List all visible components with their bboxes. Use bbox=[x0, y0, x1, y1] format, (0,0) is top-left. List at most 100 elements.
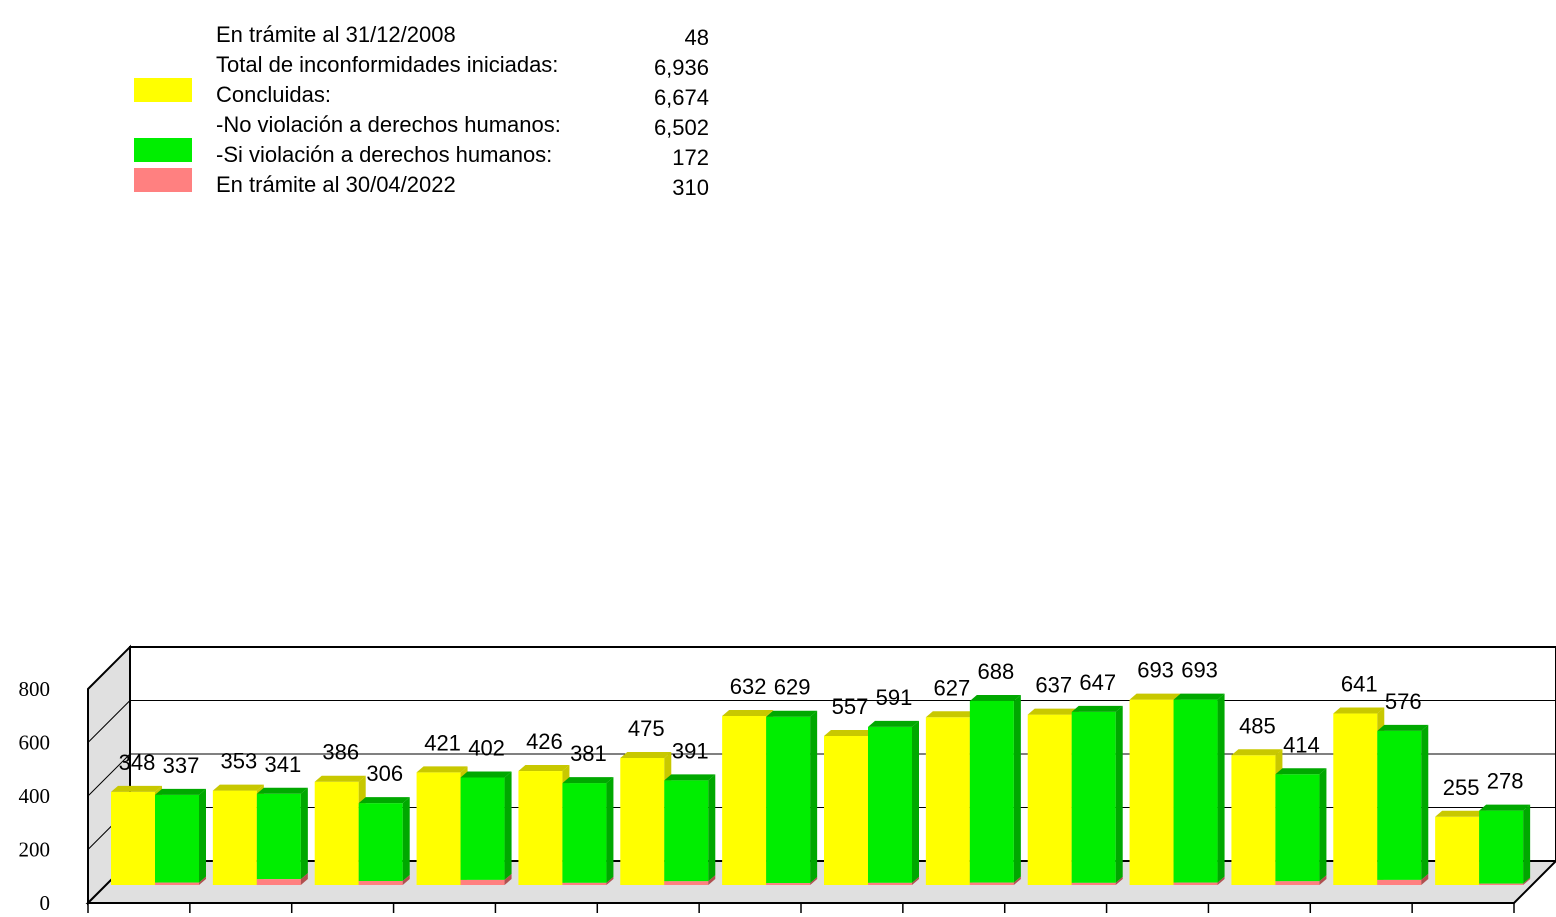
data-labels: 348 337 353 341 386 306 421 402 426 381 475 391 632 6… bbox=[119, 658, 1524, 800]
bar-si-violacion bbox=[1275, 881, 1320, 885]
bar-si-violacion-side bbox=[300, 873, 308, 885]
bar-no-violacion-side bbox=[300, 787, 308, 880]
bars bbox=[111, 693, 1531, 885]
bar-no-violacion-top bbox=[562, 777, 614, 784]
bar-no-violacion-top bbox=[766, 710, 818, 717]
bar-no-violacion bbox=[664, 780, 709, 882]
data-label-concluidas: 278 bbox=[1487, 769, 1524, 794]
bar-si-violacion-side bbox=[606, 876, 614, 885]
legend-label: -No violación a derechos humanos: bbox=[216, 112, 561, 137]
bar-iniciadas bbox=[925, 717, 970, 885]
y-tick-label: 800 bbox=[19, 677, 51, 701]
bar-iniciadas bbox=[722, 715, 767, 885]
legend-swatch-no_violacion bbox=[134, 138, 192, 162]
bar-iniciadas bbox=[1231, 755, 1276, 885]
bar-iniciadas bbox=[314, 781, 359, 885]
bar-si-violacion bbox=[562, 882, 607, 885]
legend-value: 6,502 bbox=[654, 115, 709, 140]
data-label-concluidas: 591 bbox=[876, 685, 913, 710]
data-label-concluidas: 576 bbox=[1385, 689, 1422, 714]
bar-no-violacion-side bbox=[1217, 693, 1225, 883]
bar-iniciadas-top bbox=[620, 751, 672, 758]
bar-iniciadas-top bbox=[1027, 708, 1079, 715]
bar-no-violacion-side bbox=[1319, 768, 1327, 882]
bar-no-violacion-top bbox=[1275, 768, 1327, 775]
bar-no-violacion bbox=[562, 783, 607, 883]
data-label-iniciadas: 693 bbox=[1137, 658, 1174, 683]
bar-iniciadas-top bbox=[212, 784, 264, 791]
bar-no-violacion-top bbox=[1479, 804, 1531, 811]
bar-iniciadas-top bbox=[314, 775, 366, 782]
y-tick-label: 600 bbox=[19, 731, 51, 755]
bar-iniciadas-top bbox=[1231, 749, 1283, 756]
bar-iniciadas-top bbox=[416, 766, 468, 773]
data-label-concluidas: 391 bbox=[672, 738, 709, 763]
legend-label: -Si violación a derechos humanos: bbox=[216, 142, 552, 167]
data-label-iniciadas: 627 bbox=[933, 675, 970, 700]
bar-si-violacion-side bbox=[1013, 876, 1021, 885]
bar-no-violacion-side bbox=[1523, 804, 1531, 884]
y-axis-tick-labels: 0 200 400 600 800 bbox=[19, 677, 51, 915]
bar-no-violacion-top bbox=[1173, 693, 1225, 700]
legend-value: 6,674 bbox=[654, 85, 709, 110]
bar-si-violacion bbox=[256, 879, 301, 885]
bar-iniciadas bbox=[1333, 713, 1378, 885]
legend-value: 310 bbox=[672, 175, 709, 200]
data-label-iniciadas: 386 bbox=[322, 740, 359, 765]
bar-si-violacion bbox=[766, 883, 811, 885]
bar-si-violacion bbox=[358, 880, 403, 885]
legend-label: Total de inconformidades iniciadas: bbox=[216, 52, 558, 77]
bar-si-violacion bbox=[1071, 882, 1116, 885]
bar-si-violacion-side bbox=[1523, 877, 1531, 885]
legend: En trámite al 31/12/2008 48 Total de incon… bbox=[134, 22, 709, 200]
legend-value: 172 bbox=[672, 145, 709, 170]
data-label-iniciadas: 255 bbox=[1443, 775, 1480, 800]
data-label-iniciadas: 475 bbox=[628, 716, 665, 741]
bar-no-violacion-side bbox=[402, 797, 410, 881]
bar-iniciadas-top bbox=[1129, 693, 1181, 700]
bar-iniciadas-top bbox=[1333, 707, 1385, 714]
bar-no-violacion-side bbox=[1421, 724, 1429, 880]
bar-iniciadas bbox=[1435, 816, 1480, 885]
bar-si-violacion bbox=[460, 879, 505, 885]
bar-iniciadas bbox=[1027, 714, 1072, 885]
bar-no-violacion bbox=[1071, 711, 1116, 883]
data-label-concluidas: 341 bbox=[264, 752, 301, 777]
bar-si-violacion-side bbox=[912, 876, 919, 885]
bar-no-violacion-top bbox=[1377, 724, 1429, 731]
legend-label: En trámite al 30/04/2022 bbox=[216, 172, 456, 197]
bar-no-violacion bbox=[460, 777, 505, 880]
bar-iniciadas-top bbox=[518, 765, 570, 772]
bar-no-violacion-side bbox=[912, 720, 919, 883]
bar-no-violacion bbox=[256, 793, 301, 880]
bar-no-violacion bbox=[1275, 774, 1320, 882]
bar-si-violacion-side bbox=[1217, 876, 1225, 885]
bar-no-violacion-top bbox=[460, 771, 512, 778]
data-label-iniciadas: 421 bbox=[424, 730, 461, 755]
bar-no-violacion-top bbox=[358, 797, 410, 804]
bar-si-violacion bbox=[664, 881, 709, 885]
bar-si-violacion-side bbox=[504, 873, 512, 885]
bar-si-violacion-side bbox=[1319, 875, 1327, 885]
bar-iniciadas-top bbox=[722, 709, 774, 716]
data-label-concluidas: 337 bbox=[163, 753, 200, 778]
bar-no-violacion bbox=[1377, 730, 1422, 880]
bar-si-violacion-side bbox=[1115, 876, 1123, 885]
bar-si-violacion bbox=[969, 882, 1014, 885]
bar-si-violacion-side bbox=[1421, 873, 1429, 885]
data-label-concluidas: 629 bbox=[774, 675, 811, 700]
bar-no-violacion bbox=[766, 716, 811, 884]
bar-no-violacion-top bbox=[664, 774, 716, 781]
data-label-iniciadas: 348 bbox=[119, 750, 156, 775]
data-label-iniciadas: 426 bbox=[526, 729, 563, 754]
data-label-iniciadas: 637 bbox=[1035, 673, 1072, 698]
bar-no-violacion bbox=[358, 803, 403, 881]
axes bbox=[87, 689, 1515, 913]
y-tick-label: 200 bbox=[19, 838, 51, 862]
data-label-concluidas: 693 bbox=[1181, 658, 1218, 683]
data-label-concluidas: 414 bbox=[1283, 732, 1320, 757]
bar-si-violacion-side bbox=[402, 874, 410, 885]
bar-no-violacion-top bbox=[868, 720, 919, 727]
bar-si-violacion-side bbox=[708, 875, 716, 885]
